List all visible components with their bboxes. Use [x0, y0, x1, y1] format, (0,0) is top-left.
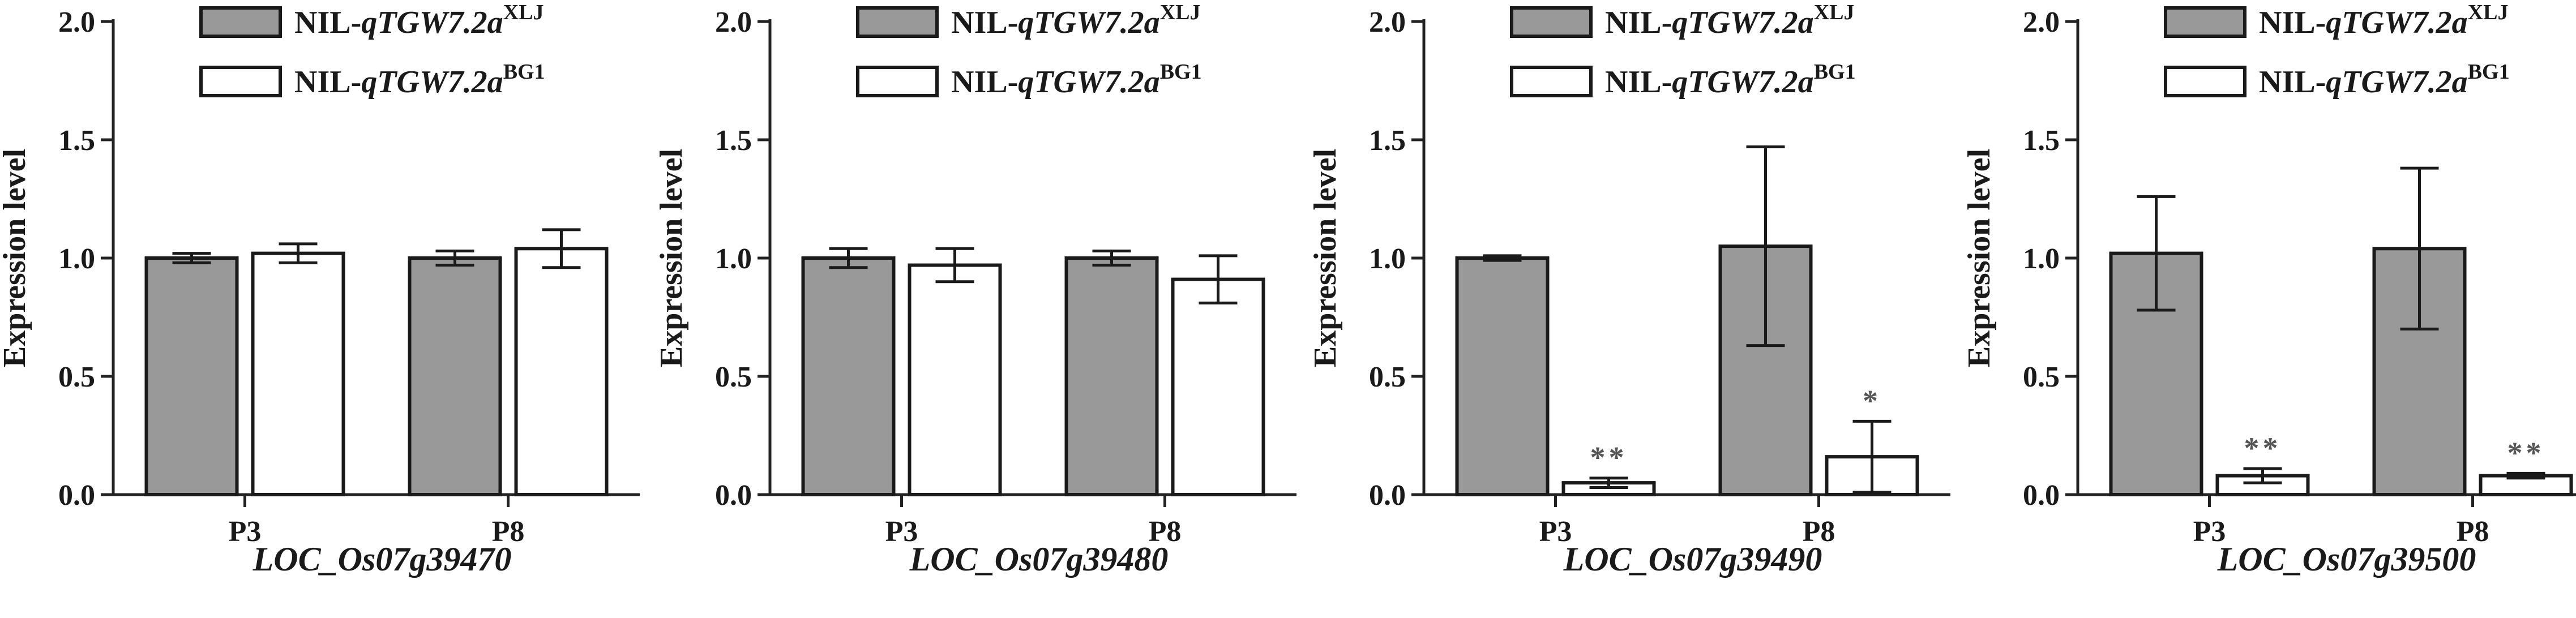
y-tick-label: 2.0 [715, 6, 752, 38]
legend-gene-name: qTGW7.2a [1672, 5, 1813, 40]
legend-superscript: BG1 [2468, 60, 2510, 84]
legend-swatch-2 [856, 66, 939, 97]
y-tick-label: 1.0 [2023, 243, 2060, 275]
legend-gene-name: qTGW7.2a [361, 65, 503, 100]
legend-label-2: NIL-qTGW7.2aBG1 [1605, 60, 1856, 100]
legend-swatch-2 [199, 66, 282, 97]
y-tick-label: 1.5 [58, 125, 95, 157]
y-tick-label: 0.5 [58, 361, 95, 393]
y-tick-label: 0.0 [58, 479, 95, 512]
x-tick-label: P8 [1149, 516, 1182, 548]
y-tick-label: 1.5 [1369, 125, 1406, 157]
chart-panel-3: 0.0 0.5 1.0 1.5 2.0 Expression level ** P3 * P8LO… [1308, 1, 1950, 578]
significance-marker: ** [1590, 441, 1628, 475]
legend-swatch-2 [1510, 66, 1593, 97]
legend-superscript: XLJ [2468, 1, 2509, 24]
x-tick-label: P8 [492, 516, 525, 548]
legend-gene-name: qTGW7.2a [2326, 5, 2467, 40]
bar-s1-p8 [1064, 256, 1159, 496]
y-tick-label: 0.0 [715, 479, 752, 512]
legend-label-2: NIL-qTGW7.2aBG1 [951, 60, 1202, 100]
y-tick-label: 0.0 [2023, 479, 2060, 512]
y-axis-title: Expression level [1962, 149, 1997, 367]
significance-marker: ** [2244, 431, 2282, 465]
legend-swatch-1 [1510, 6, 1593, 38]
x-tick-label: P8 [1803, 516, 1835, 548]
gene-name-label: LOC_Os07g39490 [1563, 540, 1822, 578]
legend-gene-name: qTGW7.2a [1018, 5, 1159, 40]
chart-panel-1: 0.0 0.5 1.0 1.5 2.0 Expression level P3 P8LOC_O… [0, 1, 640, 578]
chart-panel-2: 0.0 0.5 1.0 1.5 2.0 Expression level P3 P8LOC_O… [654, 1, 1296, 578]
bar-s1-p3 [801, 256, 896, 496]
legend-swatch-2 [2164, 66, 2246, 97]
legend-label-2: NIL-qTGW7.2aBG1 [294, 60, 545, 100]
bar-s2-p3 [908, 263, 1002, 496]
legend-label-1: NIL-qTGW7.2aXLJ [294, 1, 544, 40]
y-tick-label: 0.5 [1369, 361, 1406, 393]
x-tick-label: P3 [1539, 516, 1572, 548]
legend-prefix: NIL- [951, 5, 1018, 40]
bar-s2-p3 [251, 251, 345, 496]
y-tick-label: 0.0 [1369, 479, 1406, 512]
y-axis-title: Expression level [0, 149, 32, 367]
legend-label-1: NIL-qTGW7.2aXLJ [2259, 1, 2508, 40]
legend-prefix: NIL- [1605, 5, 1672, 40]
y-tick-label: 1.5 [2023, 125, 2060, 157]
legend-prefix: NIL- [951, 65, 1018, 100]
y-tick-label: 2.0 [1369, 6, 1406, 38]
significance-marker: * [1863, 384, 1881, 418]
legend-prefix: NIL- [2259, 65, 2326, 100]
x-tick-label: P3 [229, 516, 262, 548]
legend-swatch-1 [856, 6, 939, 38]
legend-swatch-1 [2164, 6, 2246, 38]
bar-s1-p3 [144, 256, 239, 496]
legend-prefix: NIL- [294, 5, 361, 40]
legend-gene-name: qTGW7.2a [361, 5, 503, 40]
legend-label-1: NIL-qTGW7.2aXLJ [951, 1, 1200, 40]
y-tick-label: 1.0 [715, 243, 752, 275]
legend-label-2: NIL-qTGW7.2aBG1 [2259, 60, 2510, 100]
y-tick-label: 1.0 [58, 243, 95, 275]
legend-superscript: BG1 [1814, 60, 1856, 84]
y-tick-label: 1.5 [715, 125, 752, 157]
legend-prefix: NIL- [2259, 5, 2326, 40]
legend-superscript: BG1 [1160, 60, 1202, 84]
legend-superscript: BG1 [503, 60, 545, 84]
gene-name-label: LOC_Os07g39470 [253, 540, 512, 578]
legend-superscript: XLJ [503, 1, 544, 24]
legend-gene-name: qTGW7.2a [1672, 65, 1813, 100]
y-axis-title: Expression level [654, 149, 689, 367]
bar-s1-p3 [1455, 256, 1550, 496]
y-axis-title: Expression level [1308, 149, 1343, 367]
y-tick-label: 0.5 [2023, 361, 2060, 393]
x-tick-label: P3 [885, 516, 918, 548]
legend-gene-name: qTGW7.2a [2326, 65, 2467, 100]
bar-s2-p8 [514, 247, 609, 496]
y-tick-label: 2.0 [2023, 6, 2060, 38]
y-tick-label: 1.0 [1369, 243, 1406, 275]
legend-prefix: NIL- [1605, 65, 1672, 100]
y-tick-label: 0.5 [715, 361, 752, 393]
bar-s2-p8 [1171, 277, 1265, 496]
y-tick-label: 2.0 [58, 6, 95, 38]
gene-name-label: LOC_Os07g39480 [909, 540, 1169, 578]
x-tick-label: P8 [2457, 516, 2489, 548]
bar-s1-p8 [408, 256, 502, 496]
chart-panel-4: 0.0 0.5 1.0 1.5 2.0 Expression level ** P3 ** P8L… [1962, 1, 2576, 578]
x-tick-label: P3 [2193, 516, 2226, 548]
legend-superscript: XLJ [1160, 1, 1201, 24]
legend-superscript: XLJ [1814, 1, 1855, 24]
legend-label-1: NIL-qTGW7.2aXLJ [1605, 1, 1854, 40]
gene-name-label: LOC_Os07g39500 [2217, 540, 2476, 578]
legend-gene-name: qTGW7.2a [1018, 65, 1159, 100]
significance-marker: ** [2507, 436, 2545, 470]
legend-prefix: NIL- [294, 65, 361, 100]
legend-swatch-1 [199, 6, 282, 38]
